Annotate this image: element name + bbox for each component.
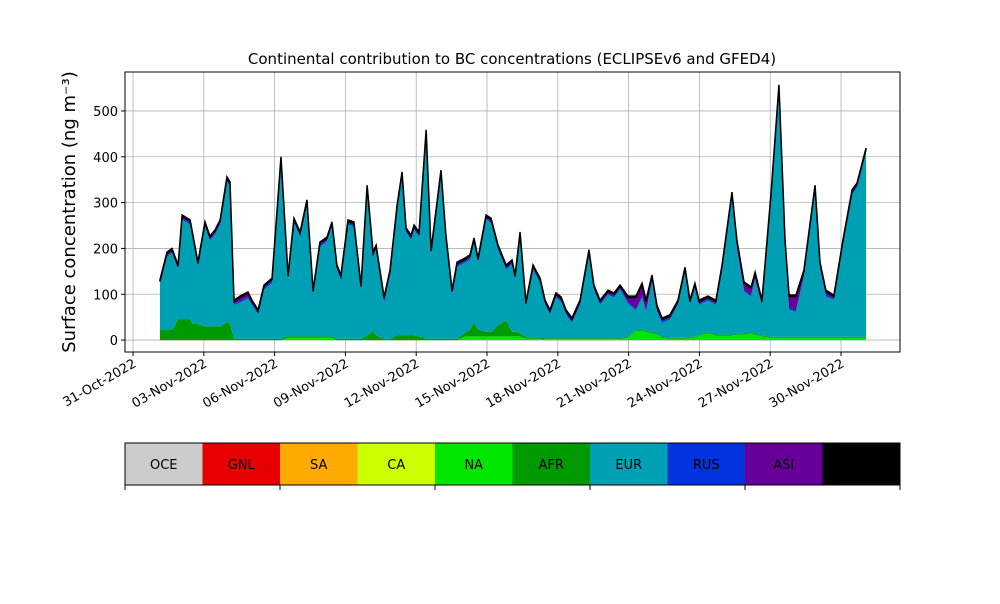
legend-swatch <box>357 443 435 485</box>
legend-label: GNL <box>228 458 256 473</box>
colorbar-ticks <box>124 485 901 490</box>
chart-title: Continental contribution to BC concentra… <box>248 50 776 68</box>
legend-label: CA <box>387 458 405 473</box>
legend-label: SA <box>310 458 327 473</box>
legend-label: NA <box>464 458 483 473</box>
legend-label: AFR <box>539 458 564 473</box>
legend-label: OCE <box>150 458 178 473</box>
legend-swatch <box>590 443 668 485</box>
y-tick-label: 300 <box>93 197 118 212</box>
y-tick-label: 500 <box>93 105 118 120</box>
area <box>159 330 867 341</box>
legend-swatch <box>280 443 358 485</box>
legend-swatch <box>125 443 203 485</box>
y-tick-label: 200 <box>93 242 118 257</box>
legend-swatch <box>667 443 745 485</box>
legend-swatch <box>512 443 590 485</box>
y-tick-label: 100 <box>93 288 118 303</box>
area <box>159 84 867 321</box>
legend-swatch <box>745 443 823 485</box>
area <box>159 89 867 339</box>
legend-frame <box>124 442 901 486</box>
legend-label: EUR <box>615 458 642 473</box>
legend-swatch <box>822 443 900 485</box>
y-axis-label: Surface concentration (ng m⁻³) <box>59 71 80 353</box>
area <box>159 319 867 341</box>
legend-swatch <box>435 443 513 485</box>
legend-label: ASI <box>773 458 794 473</box>
y-tick-label: 400 <box>93 151 118 166</box>
y-tick-label: 0 <box>110 334 118 349</box>
plot-frame <box>124 71 901 353</box>
legend-label: AUS <box>848 458 875 473</box>
legend-label: RUS <box>693 458 720 473</box>
legend-swatch <box>202 443 280 485</box>
